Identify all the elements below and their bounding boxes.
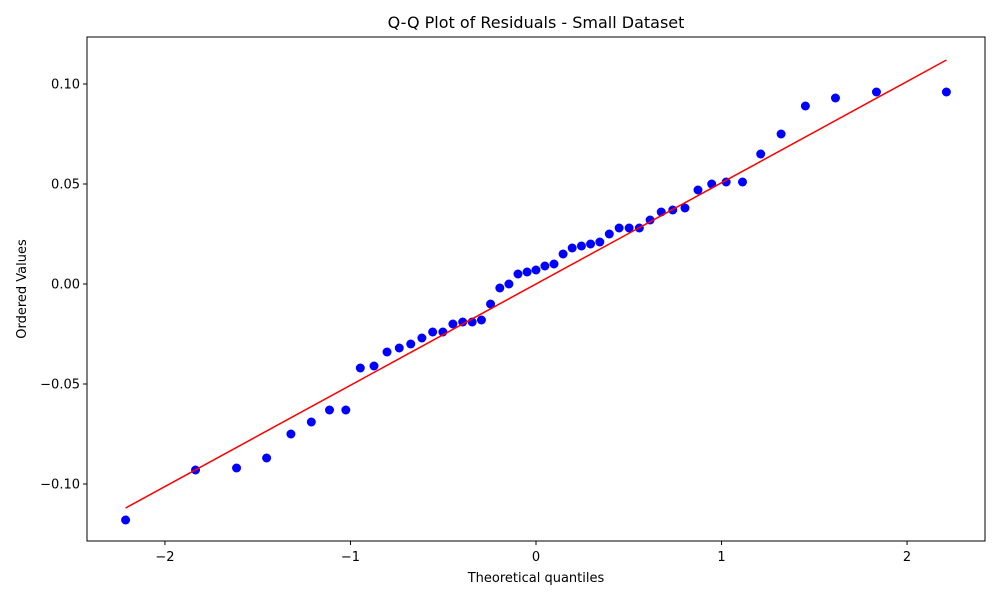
data-point [604, 229, 614, 239]
x-tick-label: 2 [903, 550, 911, 565]
data-point [476, 315, 486, 325]
x-tick-label: −1 [341, 550, 360, 565]
x-axis-label: Theoretical quantiles [467, 571, 605, 586]
data-point [341, 405, 351, 415]
data-point [448, 319, 458, 329]
data-point [306, 417, 316, 427]
data-point [232, 463, 242, 473]
reference-line [125, 59, 947, 509]
data-point [576, 241, 586, 251]
data-point [382, 347, 392, 357]
data-point [776, 129, 786, 139]
plot-area: −2 −1 0 1 2 −0.10 −0.05 0.00 0.05 0.10 [40, 36, 986, 565]
data-point [406, 339, 416, 349]
data-point [286, 429, 296, 439]
data-point [567, 243, 577, 253]
data-point [680, 203, 690, 213]
data-point [540, 261, 550, 271]
data-point [624, 223, 634, 233]
data-point [595, 237, 605, 247]
data-point [513, 269, 523, 279]
data-point [486, 299, 496, 309]
data-point [830, 93, 840, 103]
data-point [324, 405, 334, 415]
y-axis-label: Ordered Values [15, 239, 30, 339]
data-point [121, 515, 131, 525]
data-point [549, 259, 559, 269]
data-point [586, 239, 596, 249]
data-point [262, 453, 272, 463]
data-point [531, 265, 541, 275]
data-point [800, 101, 810, 111]
x-tick-label: 0 [532, 550, 540, 565]
data-point [369, 361, 379, 371]
data-point [522, 267, 532, 277]
data-point [495, 283, 505, 293]
data-point [693, 185, 703, 195]
data-point [871, 87, 881, 97]
chart-title: Q-Q Plot of Residuals - Small Dataset [388, 13, 685, 32]
y-tick-label: −0.05 [40, 378, 80, 393]
x-tick-label: −2 [155, 550, 174, 565]
data-point [614, 223, 624, 233]
data-point [458, 317, 468, 327]
data-point [941, 87, 951, 97]
data-point [738, 177, 748, 187]
x-tick-label: 1 [717, 550, 725, 565]
data-point [756, 149, 766, 159]
data-point [428, 327, 438, 337]
y-tick-label: 0.00 [51, 278, 80, 293]
y-tick-label: −0.10 [40, 478, 80, 493]
y-tick-label: 0.05 [51, 178, 80, 193]
data-point [558, 249, 568, 259]
y-tick-label: 0.10 [51, 78, 80, 93]
data-point [394, 343, 404, 353]
data-point [417, 333, 427, 343]
data-point [355, 363, 365, 373]
data-point [504, 279, 514, 289]
